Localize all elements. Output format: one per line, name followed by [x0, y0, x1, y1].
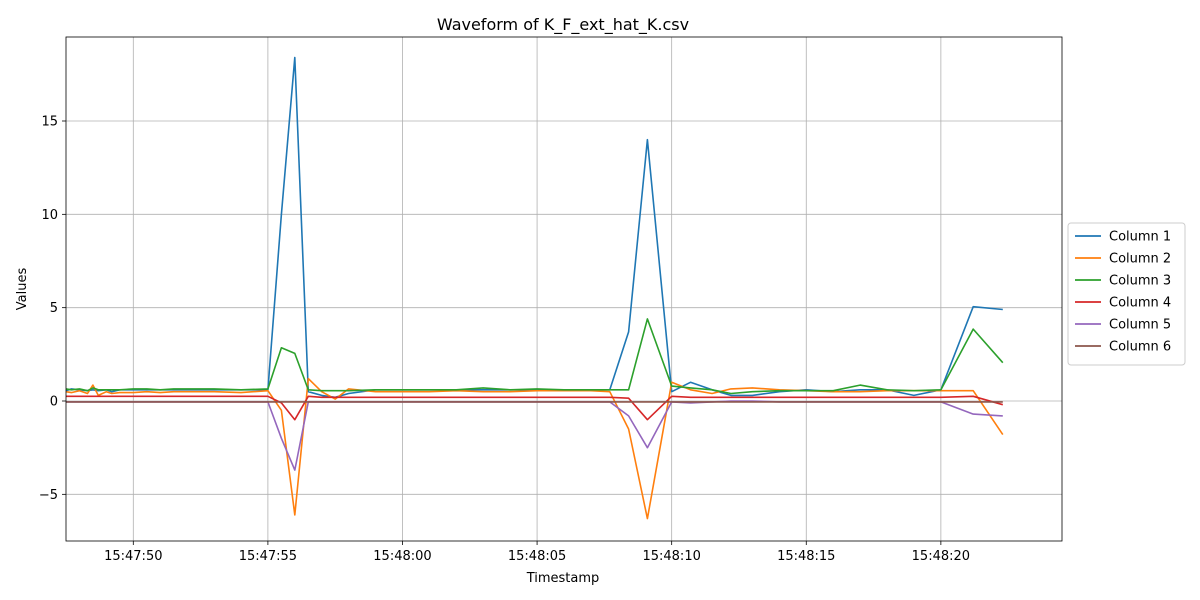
chart-title: Waveform of K_F_ext_hat_K.csv — [437, 15, 689, 35]
x-tick-label: 15:48:05 — [508, 549, 566, 564]
y-tick-label: 15 — [41, 115, 58, 130]
y-axis-label: Values — [15, 268, 30, 311]
plot-frame — [65, 36, 1063, 542]
series-line-column-4 — [66, 395, 1004, 421]
x-tick-label: 15:48:10 — [642, 549, 700, 564]
grid — [66, 37, 1062, 541]
x-tick-label: 15:48:20 — [912, 549, 970, 564]
legend-label: Column 1 — [1109, 230, 1171, 245]
series-line-column-2 — [65, 377, 1004, 520]
legend-label: Column 4 — [1109, 296, 1171, 311]
y-tick-label: 5 — [50, 301, 58, 316]
x-tick-label: 15:48:15 — [777, 549, 835, 564]
legend-label: Column 3 — [1109, 274, 1171, 289]
x-axis-label: Timestamp — [526, 571, 600, 586]
legend-label: Column 2 — [1109, 252, 1171, 267]
y-tick-label: −5 — [39, 488, 58, 503]
y-tick-label: 10 — [41, 208, 58, 223]
series-line-column-3 — [65, 318, 1004, 395]
legend: Column 1 Column 2 Column 3 Column 4 Column 5… — [1067, 222, 1186, 366]
x-tick-label: 15:48:00 — [373, 549, 431, 564]
x-tick-label: 15:47:50 — [104, 549, 162, 564]
series-lines — [65, 56, 1004, 520]
axis-ticks: 15:47:50 15:47:55 15:48:00 15:48:05 15:48:10… — [39, 115, 970, 565]
legend-label: Column 5 — [1109, 318, 1171, 333]
legend-label: Column 6 — [1109, 340, 1171, 355]
y-tick-label: 0 — [50, 395, 58, 410]
x-tick-label: 15:47:55 — [239, 549, 297, 564]
